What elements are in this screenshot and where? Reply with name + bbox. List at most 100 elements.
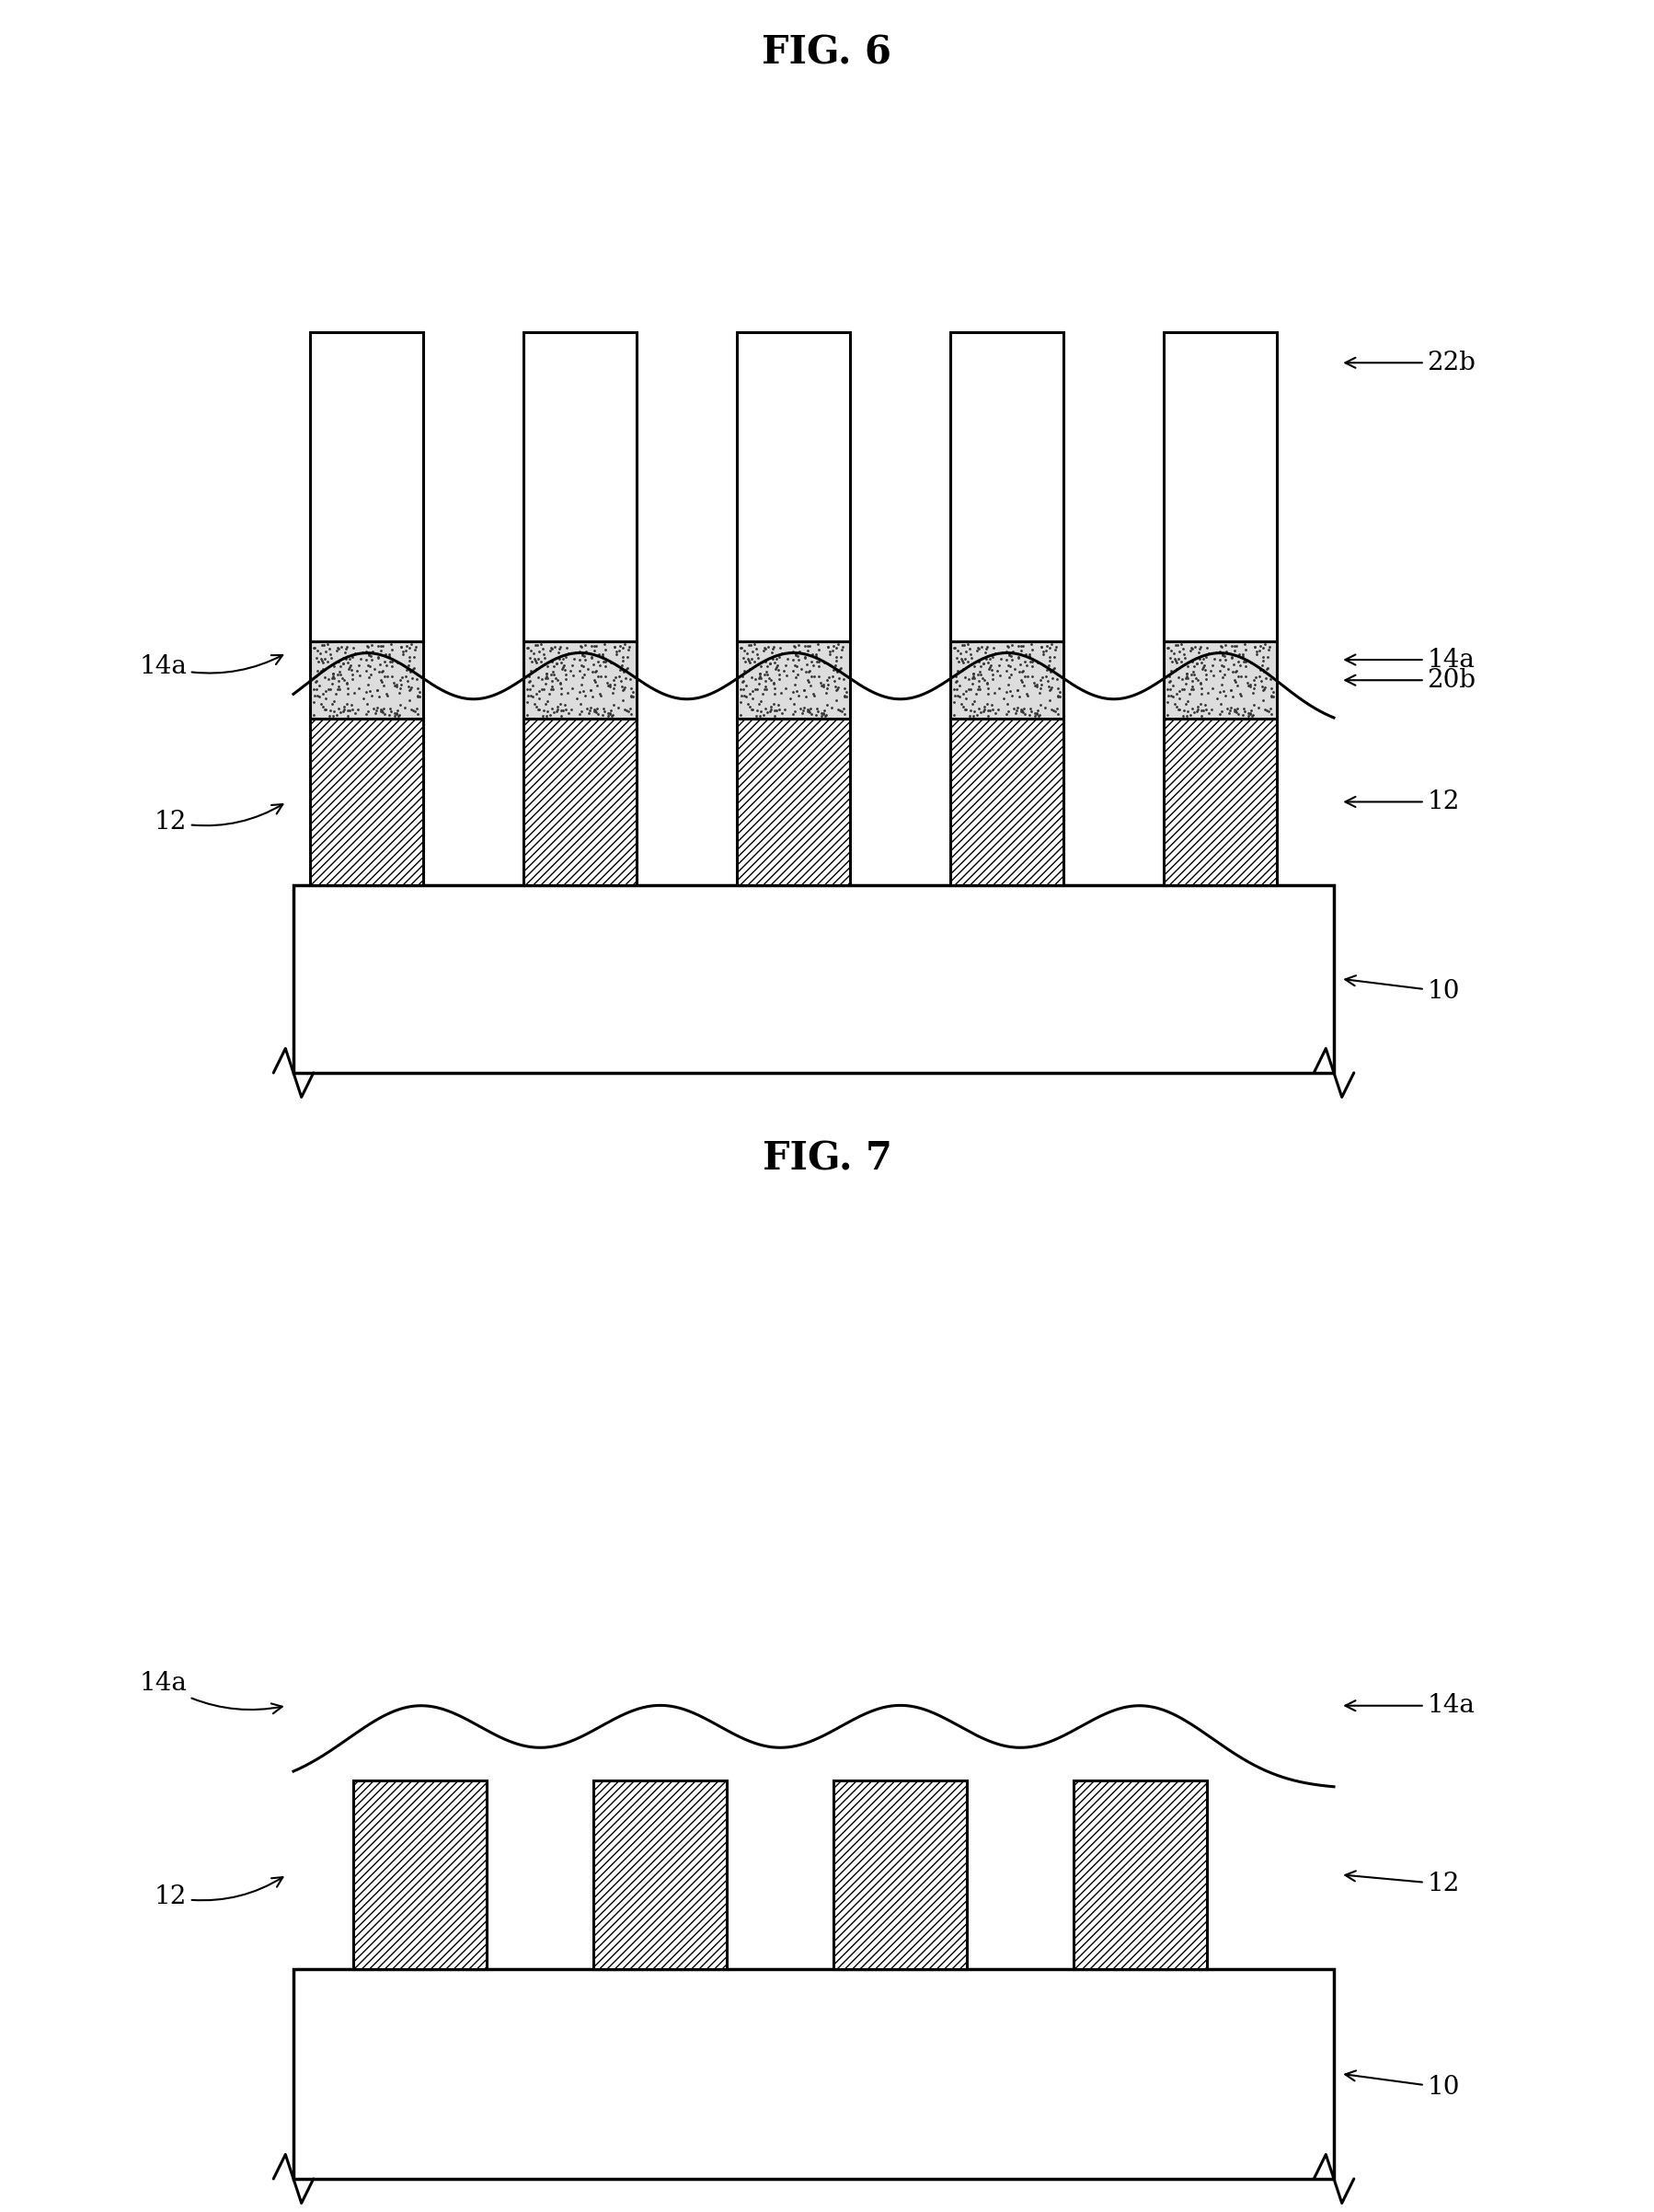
Point [1232,659,1259,695]
Point [1209,630,1236,666]
Point [951,692,978,728]
Point [602,666,629,701]
Point [1161,653,1188,688]
Point [829,633,855,668]
Point [566,697,592,732]
Point [523,688,549,723]
Point [619,679,645,714]
Point [761,692,787,728]
Point [334,699,361,734]
Point [582,661,609,697]
Point [961,684,987,719]
Point [336,692,362,728]
Point [1229,637,1255,672]
Point [791,628,817,664]
Point [766,661,792,697]
Point [536,677,562,712]
Point [354,695,380,730]
Point [364,690,390,726]
Point [1154,630,1181,666]
Point [1178,633,1204,668]
Point [1024,697,1050,732]
Point [738,692,764,728]
Point [370,690,397,726]
Point [579,679,605,714]
Point [951,653,978,688]
Point [1216,697,1242,732]
Point [356,648,382,684]
Point [1163,675,1189,710]
Point [1016,637,1042,672]
Point [319,659,346,695]
Point [996,659,1022,695]
Point [1206,697,1232,732]
Point [762,641,789,677]
Point [792,655,819,690]
Point [1027,661,1054,697]
Point [539,655,566,690]
Point [397,653,423,688]
Point [547,686,574,721]
Point [764,653,791,688]
Point [549,650,576,686]
Point [600,661,627,697]
Point [592,648,619,684]
Point [589,637,615,672]
Point [549,648,576,684]
Point [1009,664,1035,699]
Point [1193,692,1219,728]
Point [1006,639,1032,675]
Point [782,630,809,666]
Point [999,628,1025,664]
Point [552,639,579,675]
Point [943,664,969,699]
Point [518,639,544,675]
Text: 12: 12 [1345,1871,1460,1896]
Point [1004,672,1030,708]
Point [592,659,619,695]
Point [992,641,1019,677]
Point [959,657,986,692]
Point [301,686,327,721]
Point [1219,639,1245,675]
Point [824,672,850,708]
Point [943,672,969,708]
Text: 12: 12 [154,1878,283,1909]
Point [582,692,609,728]
Point [543,639,569,675]
Point [369,692,395,728]
Point [1179,672,1206,708]
Point [973,641,999,677]
Point [394,653,420,688]
Bar [738,641,850,719]
Point [609,648,635,684]
Point [739,692,766,728]
Point [754,657,781,692]
Point [1184,692,1211,728]
Point [1249,668,1275,703]
Point [387,688,414,723]
Point [514,677,541,712]
Point [1188,646,1214,681]
Point [605,633,632,668]
Text: 22b: 22b [1345,349,1475,376]
Bar [524,332,637,641]
Point [384,646,410,681]
Bar [738,332,850,641]
Point [1164,626,1191,661]
Point [1255,630,1282,666]
Point [524,626,551,661]
Point [1011,695,1037,730]
Point [1025,699,1052,734]
Point [397,655,423,690]
Point [324,633,351,668]
Point [771,692,797,728]
Point [569,648,595,684]
Point [1159,679,1186,714]
Bar [309,332,423,641]
Point [1011,690,1037,726]
Point [791,672,817,708]
Point [581,646,607,681]
Point [1184,688,1211,723]
Point [799,675,825,710]
